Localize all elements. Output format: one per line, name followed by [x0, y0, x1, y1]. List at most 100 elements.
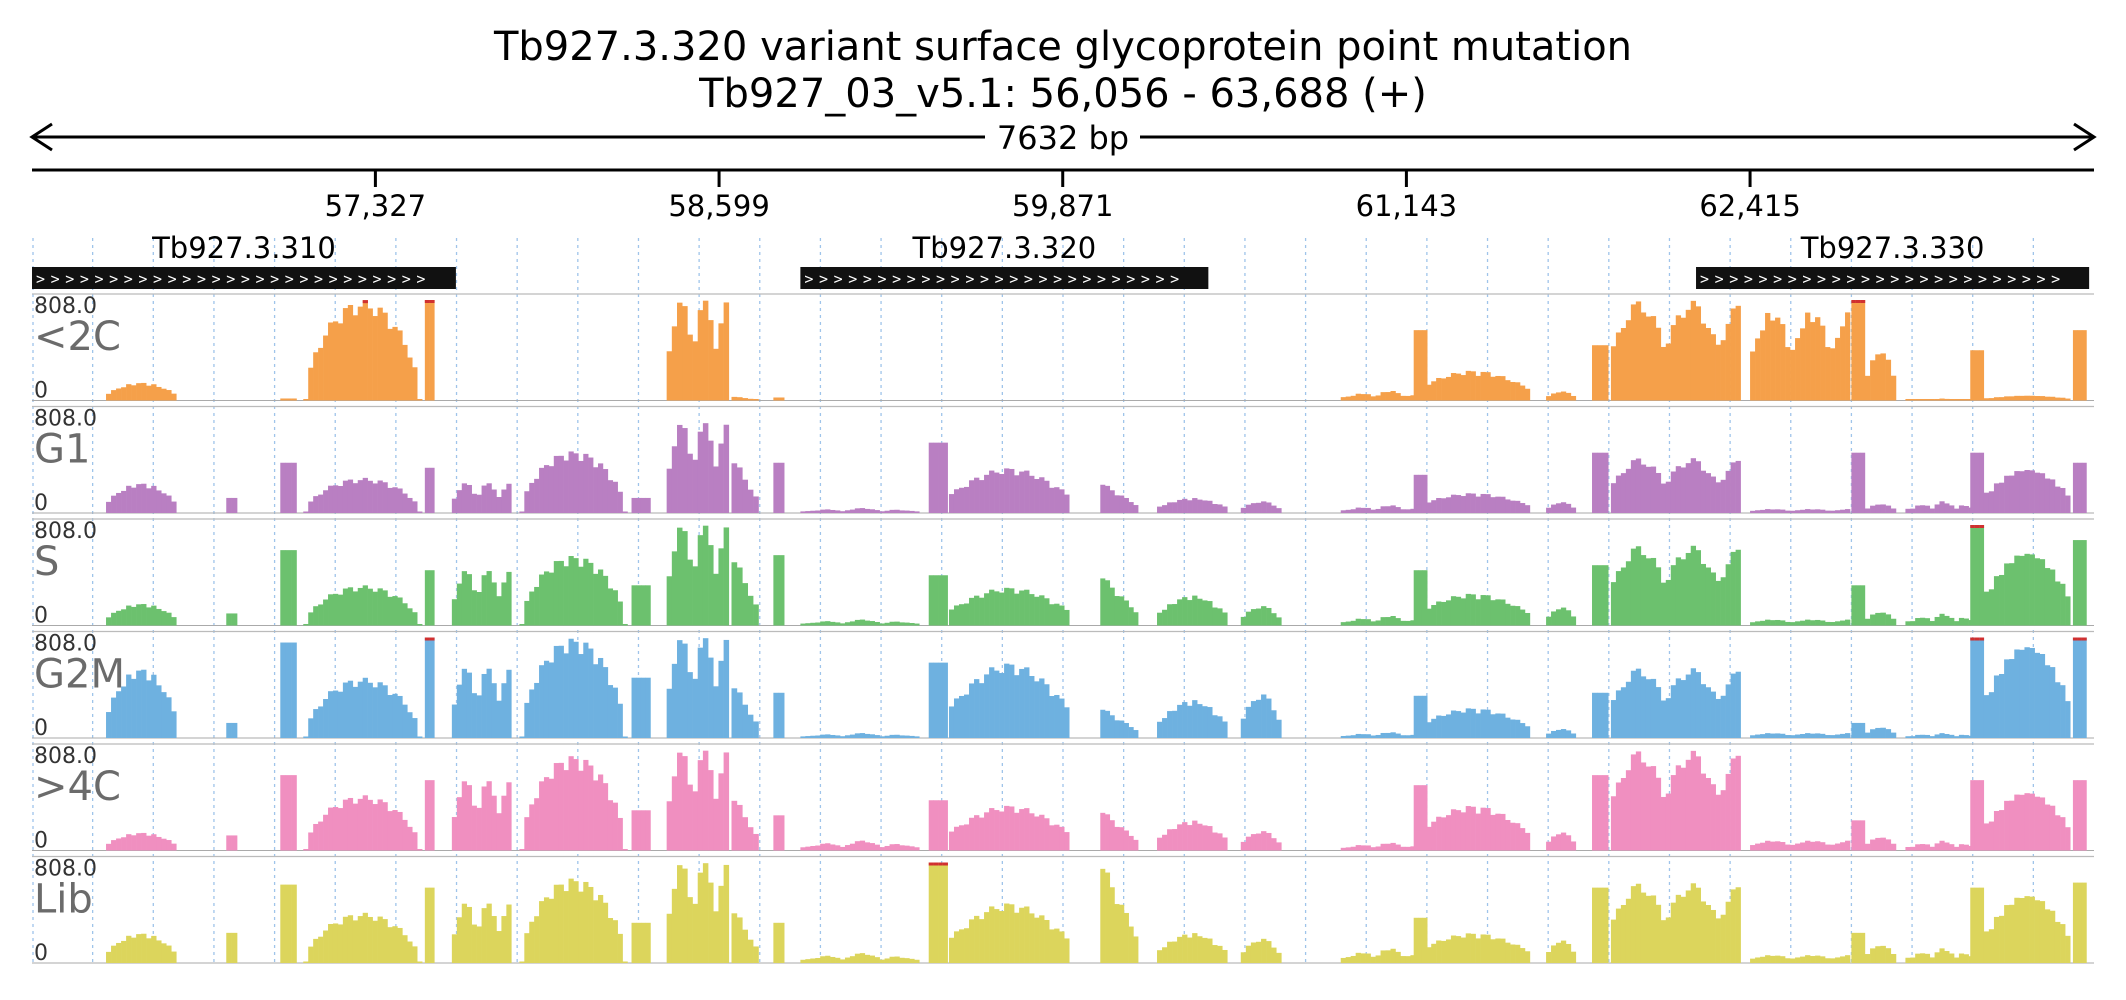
coverage-bar	[602, 469, 609, 513]
coverage-bar	[1958, 844, 1965, 851]
y-max-label: 808.0	[34, 632, 97, 657]
coverage-bar	[1345, 509, 1351, 513]
coverage-bar	[1405, 620, 1411, 626]
x-tick-label: 61,143	[1356, 189, 1457, 223]
coverage-bar	[597, 774, 604, 851]
coverage-bar	[671, 326, 678, 401]
coverage-bar	[835, 957, 841, 963]
coverage-bar	[323, 335, 329, 401]
coverage-bar	[1602, 565, 1609, 626]
coverage-bar	[156, 490, 162, 513]
coverage-bar	[2019, 649, 2025, 738]
coverage-bar	[1217, 608, 1223, 626]
coverage-bar	[753, 398, 759, 401]
coverage-bar	[1395, 844, 1401, 851]
coverage-bar	[899, 510, 905, 513]
coverage-bar	[1700, 901, 1706, 963]
coverage-bar	[2034, 396, 2041, 401]
coverage-bar	[2014, 649, 2020, 738]
coverage-bar	[800, 623, 806, 626]
coverage-bar	[491, 795, 497, 851]
coverage-bar	[1495, 713, 1501, 738]
coverage-bar	[1276, 719, 1282, 738]
coverage-bar	[1370, 396, 1376, 401]
coverage-bar	[1197, 704, 1203, 738]
coverage-bar	[1880, 727, 1886, 738]
coverage-bar	[1720, 914, 1726, 963]
coverage-bar	[451, 498, 458, 513]
coverage-bar	[1695, 461, 1702, 513]
coverage-bar	[1905, 508, 1911, 513]
coverage-bar	[1715, 344, 1721, 401]
coverage-bar	[1934, 504, 1940, 513]
coverage-bar	[1431, 718, 1437, 738]
coverage-bar	[1949, 617, 1955, 626]
coverage-bar	[1390, 505, 1396, 513]
coverage-bar	[1455, 596, 1462, 626]
coverage-bar	[1635, 883, 1642, 963]
coverage-bar	[161, 943, 167, 963]
coverage-bar	[1485, 709, 1491, 738]
coverage-bar	[1625, 320, 1632, 401]
coverage-bar	[1355, 733, 1361, 738]
coverage-bar	[308, 501, 314, 513]
clip-marker	[2077, 637, 2083, 641]
coverage-bar	[539, 901, 545, 963]
coverage-bar	[1485, 595, 1491, 626]
coverage-bar	[736, 804, 743, 851]
coverage-bar	[612, 802, 618, 851]
coverage-bar	[942, 662, 948, 738]
coverage-bar	[362, 912, 368, 963]
coverage-bar	[1380, 843, 1386, 851]
coverage-bar	[1004, 468, 1010, 513]
coverage-bar	[1983, 492, 1990, 513]
coverage-bar	[708, 770, 714, 851]
coverage-bar	[407, 826, 413, 851]
coverage-bar	[2044, 396, 2051, 401]
coverage-bar	[1217, 504, 1223, 513]
coverage-bar	[1720, 695, 1726, 738]
coverage-bar	[280, 462, 286, 513]
coverage-bar	[1422, 474, 1428, 513]
coverage-bar	[1790, 844, 1796, 851]
coverage-bar	[1114, 904, 1120, 963]
coverage-bar	[1760, 956, 1766, 963]
coverage-bar	[1655, 904, 1662, 963]
coverage-bar	[342, 588, 349, 626]
coverage-bar	[969, 480, 975, 513]
coverage-bar	[864, 842, 871, 851]
coverage-bar	[602, 783, 609, 851]
coverage-bar	[904, 958, 910, 963]
coverage-bar	[456, 583, 463, 626]
coverage-bar	[588, 562, 594, 626]
coverage-bar	[313, 496, 319, 513]
coverage-bar	[519, 623, 525, 626]
coverage-bar	[742, 817, 749, 851]
coverage-bar	[303, 623, 309, 626]
coverage-bar	[1610, 346, 1617, 401]
coverage-bar	[1245, 945, 1252, 963]
coverage-bar	[1475, 813, 1481, 851]
coverage-bar	[1958, 953, 1965, 963]
coverage-bar	[280, 550, 286, 626]
coverage-bar	[1207, 500, 1213, 513]
coverage-bar	[1421, 384, 1427, 401]
coverage-bar	[1665, 481, 1672, 513]
coverage-bar	[1014, 475, 1020, 513]
coverage-bar	[1375, 846, 1381, 851]
coverage-bar	[1685, 552, 1692, 626]
y-max-label: 808.0	[34, 407, 97, 432]
coverage-bar	[864, 954, 871, 963]
coverage-bar	[407, 712, 413, 738]
coverage-bar	[1255, 502, 1262, 513]
coverage-bar	[1024, 667, 1030, 738]
coverage-bar	[1034, 479, 1040, 513]
coverage-bar	[171, 501, 177, 513]
coverage-bar	[959, 487, 965, 513]
coverage-bar	[677, 424, 683, 513]
coverage-bar	[568, 556, 574, 626]
coverage-bar	[1999, 482, 2005, 513]
coverage-bar	[1505, 717, 1511, 738]
coverage-bar	[392, 326, 398, 401]
coverage-bar	[597, 657, 604, 738]
